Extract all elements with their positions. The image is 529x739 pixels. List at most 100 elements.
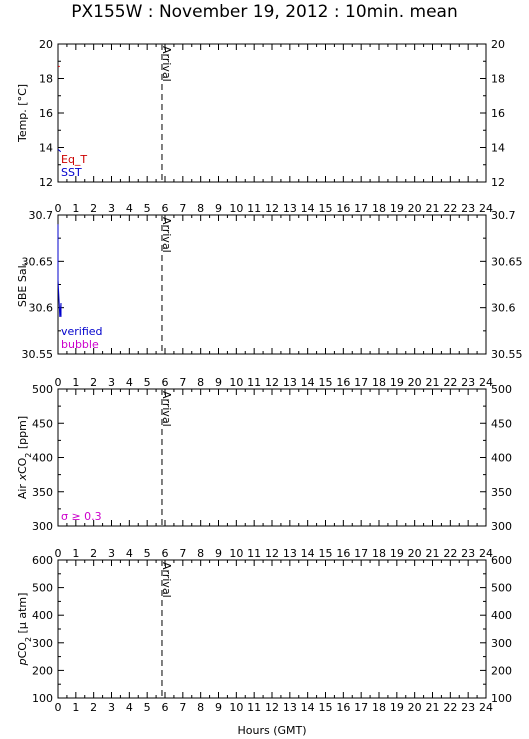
x-tick-label: 10: [229, 202, 243, 215]
y-tick-label-left: 12: [39, 176, 53, 189]
x-tick-label: 8: [197, 701, 204, 714]
y-tick-label-left: 30.55: [22, 348, 54, 361]
x-tick-label: 19: [390, 202, 404, 215]
x-tick-label: 4: [126, 547, 133, 560]
x-tick-label: 10: [229, 376, 243, 389]
x-tick-label: 15: [319, 376, 333, 389]
x-tick-label: 11: [247, 547, 261, 560]
y-tick-label-right: 600: [491, 554, 512, 567]
x-tick-label: 13: [283, 701, 297, 714]
x-tick-label: 5: [144, 701, 151, 714]
x-tick-label: 5: [144, 547, 151, 560]
x-tick-label: 2: [90, 547, 97, 560]
plot-frame: [57, 214, 487, 355]
x-tick-label: 9: [215, 376, 222, 389]
x-tick-label: 20: [408, 547, 422, 560]
x-tick-label: 12: [265, 202, 279, 215]
x-tick-label: 2: [90, 701, 97, 714]
x-tick-label: 16: [336, 701, 350, 714]
x-tick-label: 0: [55, 701, 62, 714]
x-tick-label: 3: [108, 547, 115, 560]
x-tick-label: 15: [319, 202, 333, 215]
x-tick-label: 9: [215, 547, 222, 560]
x-tick-label: 7: [179, 376, 186, 389]
x-tick-label: 16: [336, 376, 350, 389]
chart-title: PX155W : November 19, 2012 : 10min. mean: [71, 2, 458, 22]
x-tick-label: 19: [390, 547, 404, 560]
x-tick-label: 3: [108, 202, 115, 215]
x-tick-label: 8: [197, 547, 204, 560]
y-tick-label-right: 30.55: [491, 348, 523, 361]
x-tick-label: 1: [72, 376, 79, 389]
y-tick-label-right: 30.65: [491, 255, 523, 268]
panel-2: 0 1 2 3 4 5 6 7 8 9 10 11 12 13 14 15 16 17 18 19 20 21 22 23 24…: [16, 202, 523, 361]
x-tick-label: 4: [126, 376, 133, 389]
x-tick-label: 14: [301, 547, 315, 560]
x-tick-label: 2: [90, 376, 97, 389]
x-tick-label: 13: [283, 202, 297, 215]
x-tick-label: 14: [301, 202, 315, 215]
x-tick-label: 14: [301, 701, 315, 714]
x-tick-label: 6: [162, 701, 169, 714]
x-tick-label: 12: [265, 547, 279, 560]
x-tick-label: 17: [354, 202, 368, 215]
y-tick-label-right: 450: [491, 417, 512, 430]
x-tick-label: 8: [197, 376, 204, 389]
panel-3: 0 1 2 3 4 5 6 7 8 9 10 11 12 13 14 15 16 17 18 19 20 21 22 23 24…: [16, 376, 512, 533]
x-tick-label: 24: [479, 701, 493, 714]
y-tick-label-right: 12: [491, 176, 505, 189]
x-tick-label: 22: [443, 701, 457, 714]
x-tick-label: 22: [443, 202, 457, 215]
x-tick-label: 10: [229, 547, 243, 560]
x-tick-label: 3: [108, 376, 115, 389]
x-tick-label: 5: [144, 376, 151, 389]
y-tick-label-left: 600: [32, 554, 53, 567]
y-tick-label-right: 18: [491, 73, 505, 86]
x-tick-label: 24: [479, 547, 493, 560]
x-tick-label: 22: [443, 376, 457, 389]
x-tick-label: 1: [72, 202, 79, 215]
x-tick-label: 22: [443, 547, 457, 560]
x-tick-label: 1: [72, 547, 79, 560]
panel-1: 12 12 14 14 16 16 18 18 20 20 Temp. [°C] Arrival Eq_…: [16, 38, 505, 189]
x-tick-label: 13: [283, 376, 297, 389]
x-tick-label: 21: [426, 376, 440, 389]
x-tick-label: 0: [55, 547, 62, 560]
x-tick-label: 18: [372, 376, 386, 389]
arrival-label: Arrival: [160, 217, 173, 253]
x-tick-label: 21: [426, 701, 440, 714]
x-tick-label: 20: [408, 202, 422, 215]
y-tick-label-right: 20: [491, 38, 505, 51]
x-tick-label: 1: [72, 701, 79, 714]
y-axis-label: SBE Sal.: [16, 262, 29, 307]
x-tick-label: 17: [354, 701, 368, 714]
x-tick-label: 23: [461, 202, 475, 215]
x-tick-label: 15: [319, 701, 333, 714]
legend-entry: verified: [61, 325, 103, 338]
y-tick-label-right: 400: [491, 609, 512, 622]
x-tick-label: 18: [372, 202, 386, 215]
y-tick-label-left: 500: [32, 383, 53, 396]
x-tick-label: 18: [372, 701, 386, 714]
x-tick-label: 0: [55, 202, 62, 215]
plot-frame: [57, 559, 487, 699]
legend-entry: bubble: [61, 338, 99, 351]
x-tick-label: 4: [126, 202, 133, 215]
y-tick-label-right: 16: [491, 107, 505, 120]
x-tick-label: 23: [461, 701, 475, 714]
legend-entry: σ ≥ 0.3: [61, 510, 102, 523]
x-tick-label: 11: [247, 376, 261, 389]
y-tick-label-right: 400: [491, 452, 512, 465]
x-tick-label: 6: [162, 202, 169, 215]
y-tick-label-right: 350: [491, 486, 512, 499]
x-tick-label: 6: [162, 376, 169, 389]
x-tick-label: 21: [426, 202, 440, 215]
y-tick-label-right: 100: [491, 692, 512, 705]
plot-frame: [57, 388, 487, 527]
series-line-verified: [57, 224, 62, 317]
y-tick-label-left: 350: [32, 486, 53, 499]
x-tick-label: 10: [229, 701, 243, 714]
y-tick-label-right: 300: [491, 637, 512, 650]
y-tick-label-left: 300: [32, 637, 53, 650]
